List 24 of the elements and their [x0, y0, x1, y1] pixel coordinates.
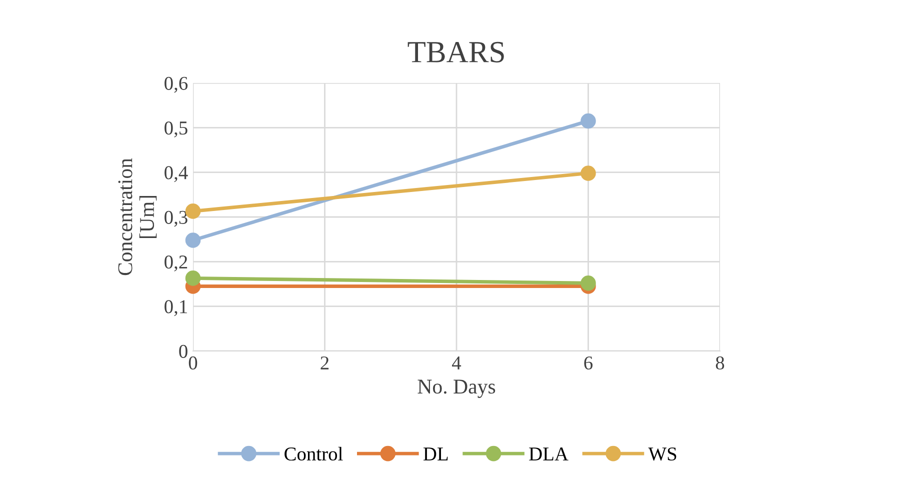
y-tick-label: 0,2	[164, 255, 188, 272]
y-tick-label: 0,1	[164, 300, 187, 316]
x-tick-label: 8	[716, 356, 724, 370]
legend-label: WS	[648, 447, 676, 461]
y-axis-title: Concentration [Um]	[118, 158, 157, 276]
legend-label: Control	[284, 446, 343, 461]
y-tick-label: 0,5	[164, 121, 188, 138]
chart-title: TBARS	[408, 42, 504, 62]
x-tick-label: 6	[584, 356, 593, 370]
y-tick-label: 0,4	[164, 166, 188, 182]
x-tick-label: 0	[188, 356, 198, 370]
point	[580, 275, 596, 291]
x-tick-label: 4	[452, 356, 462, 370]
point	[580, 166, 596, 181]
point	[580, 113, 596, 129]
y-tick-label: 0	[179, 344, 188, 358]
legend-label: DL	[423, 448, 448, 460]
y-tick-label: 0,6	[164, 76, 188, 93]
x-tick-label: 2	[320, 356, 329, 370]
legend-label: DLA	[529, 448, 568, 460]
y-tick-label: 0,3	[164, 210, 188, 227]
point	[185, 232, 201, 248]
x-axis-title: No. Days	[418, 380, 496, 398]
point	[185, 270, 201, 286]
